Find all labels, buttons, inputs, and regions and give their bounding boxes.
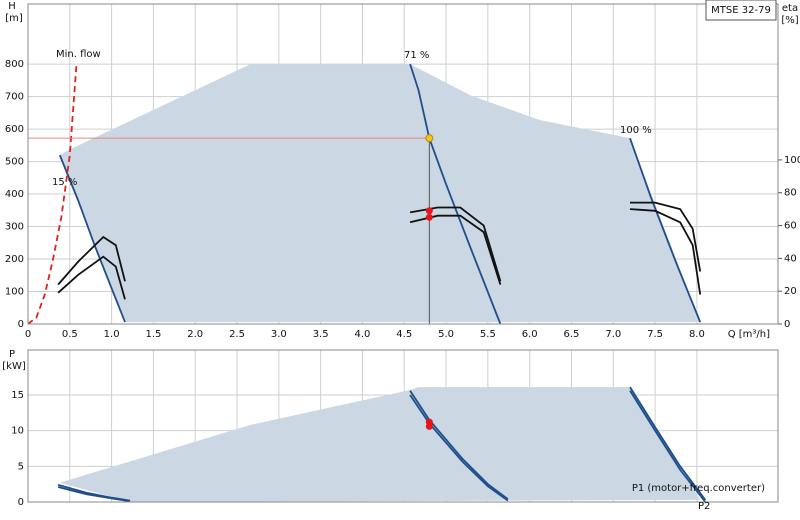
- operating-point: [425, 134, 434, 143]
- x-tick-label: 7.5: [647, 329, 663, 340]
- y2-tick-label: 20: [784, 286, 797, 297]
- y2-tick-label: 100: [784, 155, 800, 166]
- x-tick-label: 2.0: [187, 329, 203, 340]
- y2-axis-label: eta: [782, 3, 798, 14]
- curve: [27, 64, 78, 325]
- x-tick-label: 5.5: [480, 329, 496, 340]
- curve: [629, 386, 707, 501]
- curve: [629, 390, 707, 503]
- model-label: MTSE 32-79: [711, 5, 771, 16]
- x-tick-label: 0: [25, 329, 31, 340]
- plot-frame: [27, 349, 779, 503]
- annotation: 71 %: [404, 50, 429, 61]
- operating-point: [425, 422, 433, 430]
- y2-axis-unit: [%]: [781, 15, 798, 26]
- y-axis-label: H: [8, 1, 16, 12]
- y-tick-label: 0: [18, 319, 24, 330]
- y-axis-unit: [m]: [5, 13, 23, 24]
- operating-point: [425, 207, 433, 215]
- operating-area: [59, 64, 701, 323]
- x-tick-label: 3.0: [271, 329, 287, 340]
- model-box: [705, 0, 777, 21]
- x-tick-label: 8.0: [689, 329, 705, 340]
- y2-tick-label: 40: [784, 253, 797, 264]
- y2-tick-label: 80: [784, 188, 797, 199]
- curve: [57, 235, 126, 286]
- x-tick-label: 1.5: [145, 329, 161, 340]
- x-tick-label: 3.5: [313, 329, 329, 340]
- curve: [409, 390, 509, 500]
- y-tick-label: 400: [5, 189, 24, 200]
- curve: [57, 486, 131, 503]
- plot-frame: [27, 3, 779, 325]
- curve: [409, 63, 502, 325]
- y-tick-label: 200: [5, 254, 24, 265]
- x-tick-label: 4.5: [396, 329, 412, 340]
- x-tick-label: 6.0: [522, 329, 538, 340]
- annotation: Min. flow: [56, 49, 101, 60]
- annotation: 15 %: [52, 177, 77, 188]
- curve: [409, 394, 509, 502]
- y-tick-label: 500: [5, 157, 24, 168]
- operating-area: [59, 387, 701, 502]
- annotation: P1 (motor+freq.converter): [632, 483, 765, 494]
- annotation: 100 %: [620, 125, 652, 136]
- x-tick-label: 4.0: [354, 329, 370, 340]
- annotation: P2: [698, 501, 710, 512]
- y-tick-label: 600: [5, 124, 24, 135]
- x-tick-label: 0.5: [62, 329, 78, 340]
- x-tick-label: 2.5: [229, 329, 245, 340]
- curve: [57, 255, 126, 300]
- x-tick-label: 6.5: [564, 329, 580, 340]
- y-tick-label: 800: [5, 59, 24, 70]
- y-tick-label: 0: [18, 497, 24, 508]
- curve: [629, 137, 702, 323]
- y-axis-unit: [kW]: [2, 361, 26, 372]
- y2-tick-label: 60: [784, 221, 797, 232]
- y-tick-label: 700: [5, 92, 24, 103]
- curve: [629, 208, 702, 295]
- y-tick-label: 15: [11, 390, 24, 401]
- x-axis-label: Q [m³/h]: [728, 329, 770, 340]
- y-tick-label: 10: [11, 426, 24, 437]
- curve: [630, 201, 702, 272]
- y-axis-label: P: [9, 349, 15, 360]
- x-tick-label: 1.0: [104, 329, 120, 340]
- y-tick-label: 300: [5, 222, 24, 233]
- x-tick-label: 5.0: [438, 329, 454, 340]
- y-tick-label: 5: [18, 461, 24, 472]
- y-tick-label: 100: [5, 287, 24, 298]
- x-tick-label: 7.0: [605, 329, 621, 340]
- operating-point: [425, 213, 433, 221]
- y2-tick-label: 0: [784, 319, 790, 330]
